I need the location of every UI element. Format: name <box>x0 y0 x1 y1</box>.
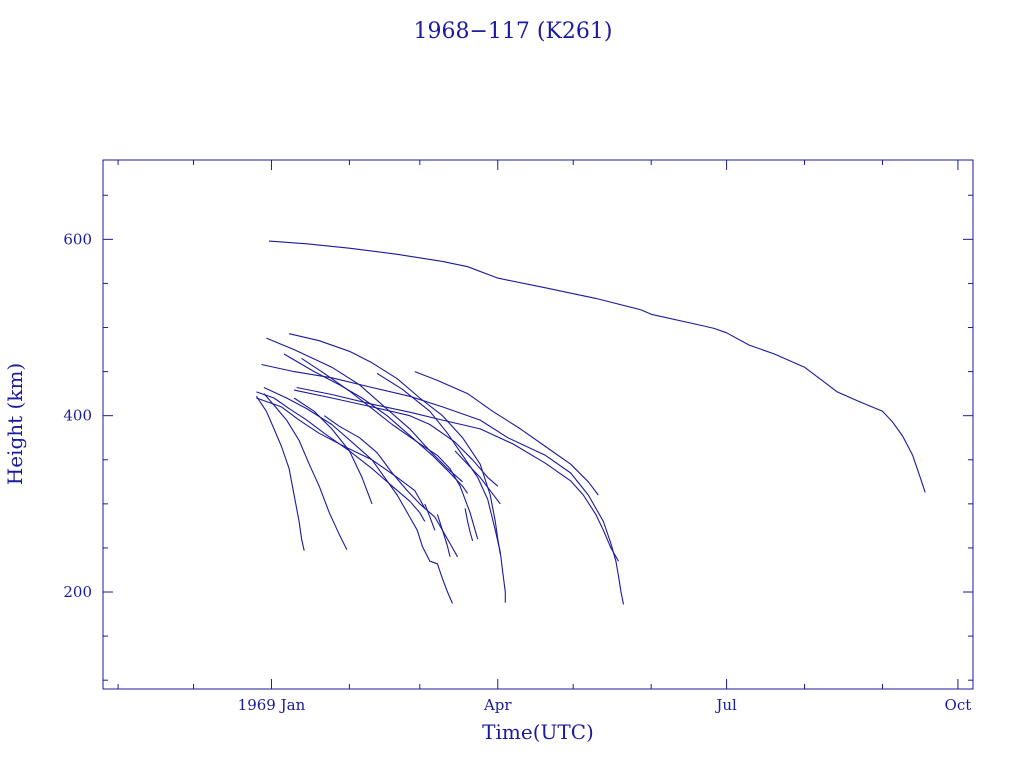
series-line-14 <box>255 395 305 551</box>
series-line-11 <box>256 397 458 558</box>
series-line-9 <box>414 371 599 496</box>
tick-labels: 1969 Jan Apr Jul Oct 200 400 600 <box>63 230 971 714</box>
series-line-16 <box>293 397 373 505</box>
y-tick-label: 200 <box>63 583 92 601</box>
series-line-13 <box>256 391 426 522</box>
y-tick-label: 400 <box>63 407 92 425</box>
series-line-17 <box>323 415 426 509</box>
x-tick-label: Jul <box>714 696 737 714</box>
series-line-4 <box>266 337 463 483</box>
axis-ticks <box>103 160 973 689</box>
x-axis-label: Time(UTC) <box>482 720 594 744</box>
series-line-15 <box>263 393 348 550</box>
series-group <box>255 240 926 605</box>
x-tick-label: 1969 Jan <box>238 696 306 714</box>
x-tick-label: Apr <box>483 696 512 714</box>
x-tick-label: Oct <box>945 696 972 714</box>
y-axis-label: Height (km) <box>3 363 27 485</box>
series-line-7 <box>301 357 479 540</box>
y-tick-label: 600 <box>63 230 92 248</box>
series-line-18 <box>464 508 474 542</box>
series-line-1 <box>268 240 926 493</box>
plot-frame <box>102 159 974 690</box>
series-line-12 <box>263 387 454 604</box>
series-line-2 <box>296 386 619 562</box>
series-line-5 <box>288 333 501 555</box>
series-line-3 <box>261 363 625 605</box>
series-line-21 <box>454 450 501 505</box>
series-line-20 <box>436 514 451 557</box>
series-line-10 <box>293 389 499 487</box>
series-line-8 <box>376 372 506 603</box>
series-line-19 <box>424 503 436 531</box>
chart-title: 1968−117 (K261) <box>414 19 613 44</box>
